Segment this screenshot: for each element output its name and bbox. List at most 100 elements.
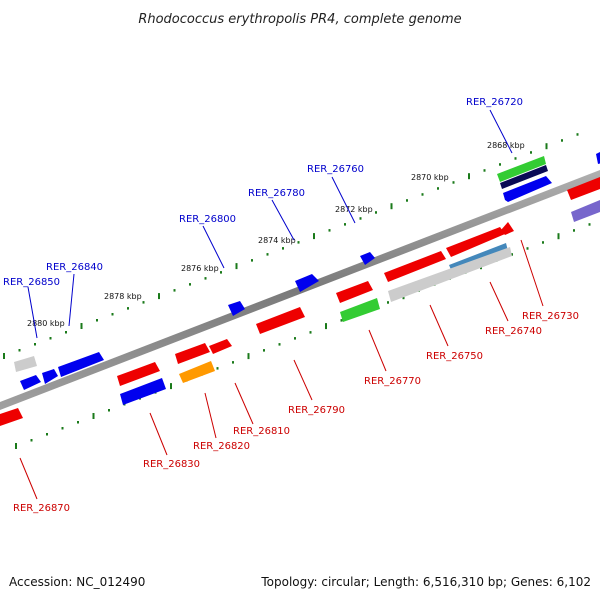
scale-minor-tick: [266, 253, 269, 256]
scale-minor-tick: [530, 151, 532, 154]
gene-label[interactable]: RER_26810: [233, 426, 290, 437]
scale-minor-tick: [294, 337, 296, 340]
scale-minor-tick: [452, 181, 455, 184]
gene-arrow[interactable]: [42, 369, 58, 384]
scale-minor-tick: [437, 187, 439, 190]
gene-arrow[interactable]: [117, 362, 160, 386]
gene-arrow[interactable]: [596, 151, 600, 164]
gene-label[interactable]: RER_26740: [485, 326, 542, 337]
gene-label[interactable]: RER_26820: [193, 441, 250, 452]
gene-arrow[interactable]: [256, 307, 305, 334]
gene-arrow[interactable]: [0, 408, 23, 426]
gene-block[interactable]: [14, 356, 37, 372]
scale-minor-tick: [511, 253, 513, 256]
scale-major-tick: [313, 233, 315, 240]
gene-block[interactable]: [340, 298, 380, 322]
scale-minor-tick: [359, 217, 362, 220]
scale-minor-tick: [49, 337, 52, 340]
gene-label[interactable]: RER_26800: [179, 214, 236, 225]
leader-line: [489, 109, 513, 154]
scale-minor-tick: [344, 223, 346, 226]
gene-arrow[interactable]: [360, 252, 375, 265]
scale-minor-tick: [297, 241, 300, 244]
scale-minor-tick: [561, 139, 563, 142]
scale-label-2868: 2868 kbp: [487, 141, 525, 150]
gene-block[interactable]: [120, 378, 166, 405]
gene-arrow[interactable]: [209, 339, 232, 354]
scale-minor-tick: [108, 409, 110, 412]
leader-line: [19, 457, 38, 500]
gene-label[interactable]: RER_26730: [522, 311, 579, 322]
scale-minor-tick: [46, 433, 48, 436]
scale-minor-tick: [18, 349, 21, 352]
scale-major-tick: [158, 293, 160, 300]
scale-minor-tick: [220, 271, 222, 274]
genome-summary-text: Topology: circular; Length: 6,516,310 bp…: [260, 575, 591, 589]
scale-minor-tick: [406, 199, 408, 202]
gene-arrow[interactable]: [20, 375, 41, 390]
gene-arrow[interactable]: [384, 251, 446, 282]
scale-minor-tick: [251, 259, 253, 262]
scale-minor-tick: [204, 277, 207, 280]
leader-line: [331, 176, 356, 224]
scale-major-tick: [557, 233, 560, 240]
gene-arrow[interactable]: [58, 352, 104, 377]
scale-major-tick: [235, 263, 238, 270]
scale-minor-tick: [576, 133, 579, 136]
scale-major-tick: [247, 353, 250, 360]
leader-line: [489, 281, 509, 322]
map-title: Rhodococcus erythropolis PR4, complete g…: [138, 12, 461, 27]
gene-label[interactable]: RER_26870: [13, 503, 70, 514]
scale-minor-tick: [573, 229, 575, 232]
leader-line: [271, 199, 295, 241]
scale-minor-tick: [340, 319, 343, 322]
scale-minor-tick: [34, 343, 36, 346]
scale-minor-tick: [263, 349, 265, 352]
scale-major-tick: [3, 353, 5, 359]
scale-minor-tick: [65, 331, 67, 334]
gene-arrow[interactable]: [175, 343, 210, 364]
gene-label[interactable]: RER_26840: [46, 262, 103, 273]
gene-label[interactable]: RER_26720: [466, 97, 523, 108]
scale-major-tick: [390, 203, 393, 210]
scale-track-outer: [3, 133, 579, 359]
gene-label[interactable]: RER_26780: [248, 188, 305, 199]
scale-minor-tick: [309, 331, 312, 334]
leader-line: [293, 359, 313, 401]
gene-arrow[interactable]: [295, 274, 319, 292]
gene-label[interactable]: RER_26790: [288, 405, 345, 416]
gene-label[interactable]: RER_26830: [143, 459, 200, 470]
gene-block[interactable]: [497, 156, 546, 182]
scale-minor-tick: [483, 169, 486, 172]
scale-minor-tick: [421, 193, 424, 196]
gene-arrow[interactable]: [503, 176, 552, 202]
gene-label[interactable]: RER_26760: [307, 164, 364, 175]
scale-minor-tick: [542, 241, 544, 244]
scale-minor-tick: [142, 301, 145, 304]
scale-major-tick: [80, 323, 83, 329]
gene-arrow[interactable]: [567, 177, 600, 200]
leader-line: [234, 382, 254, 425]
scale-major-tick: [468, 173, 470, 180]
leader-line: [520, 239, 544, 307]
scale-label-2872: 2872 kbp: [335, 205, 373, 214]
gene-block[interactable]: [388, 247, 512, 302]
gene-arrow[interactable]: [446, 227, 505, 257]
scale-minor-tick: [278, 343, 281, 346]
gene-block[interactable]: [179, 361, 215, 383]
accession-text: Accession: NC_012490: [9, 575, 145, 589]
gene-arrow[interactable]: [336, 281, 373, 303]
scale-minor-tick: [328, 229, 331, 232]
scale-minor-tick: [30, 439, 33, 442]
gene-block[interactable]: [500, 165, 548, 189]
gene-arrow[interactable]: [228, 301, 245, 316]
gene-block[interactable]: [571, 200, 600, 222]
gene-arrow[interactable]: [501, 222, 514, 235]
leader-line: [202, 225, 225, 269]
scale-minor-tick: [282, 247, 284, 250]
gene-label[interactable]: RER_26850: [3, 277, 60, 288]
scale-minor-tick: [387, 301, 389, 304]
gene-label[interactable]: RER_26770: [364, 376, 421, 387]
gene-label[interactable]: RER_26750: [426, 351, 483, 362]
